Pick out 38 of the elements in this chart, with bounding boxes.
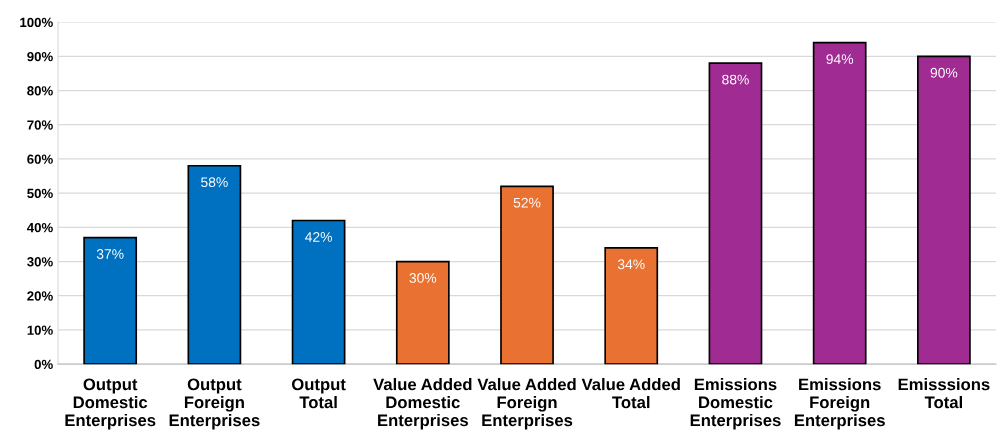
data-label: 37% xyxy=(96,249,124,259)
data-label: 34% xyxy=(617,259,645,270)
bar xyxy=(187,164,242,365)
bar xyxy=(291,219,346,365)
y-tick-label: 70% xyxy=(27,120,53,130)
bar xyxy=(604,247,659,365)
data-label: 94% xyxy=(826,54,854,64)
data-label: 88% xyxy=(722,74,749,85)
y-tick-label: 50% xyxy=(27,188,53,199)
y-tick-label: 90% xyxy=(27,51,53,62)
x-tick-label: Value Added Foreign Enterprises xyxy=(477,378,576,430)
x-tick-label: Emissions Domestic Enterprises xyxy=(690,378,781,430)
x-tick-label: Output Foreign Enterprises xyxy=(169,378,260,430)
x-tick-label: Value Added Total xyxy=(581,378,680,409)
x-tick-label: Value Added Domestic Enterprises xyxy=(373,378,472,430)
data-label: 90% xyxy=(930,67,958,78)
y-tick-label: 0% xyxy=(34,359,53,370)
y-tick-label: 60% xyxy=(27,154,53,164)
x-tick-label: Output Domestic Enterprises xyxy=(65,378,156,430)
bar xyxy=(395,260,450,365)
y-tick-label: 40% xyxy=(26,222,53,233)
y-tick-label: 100% xyxy=(20,17,53,28)
y-tick-label: 80% xyxy=(27,86,53,96)
y-tick-label: 20% xyxy=(27,291,53,301)
x-tick-label: Emisssions Total xyxy=(898,378,990,409)
y-tick-label: 30% xyxy=(27,257,53,267)
bar xyxy=(812,41,867,365)
bar xyxy=(83,236,138,365)
data-label: 42% xyxy=(305,231,332,242)
data-label: 52% xyxy=(513,197,541,208)
y-tick-label: 10% xyxy=(27,325,53,335)
bar xyxy=(916,55,971,365)
data-label: 58% xyxy=(201,177,228,188)
data-label: 30% xyxy=(409,273,437,283)
x-tick-label: Emissions Foreign Enterprises xyxy=(794,378,885,430)
x-tick-label: Output Total xyxy=(291,378,346,409)
bar xyxy=(708,62,763,365)
bar xyxy=(500,185,554,365)
